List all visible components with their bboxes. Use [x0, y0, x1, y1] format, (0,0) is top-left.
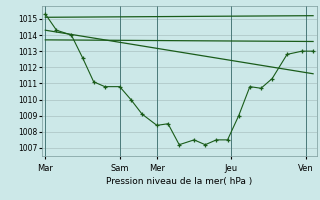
X-axis label: Pression niveau de la mer( hPa ): Pression niveau de la mer( hPa ) [106, 177, 252, 186]
